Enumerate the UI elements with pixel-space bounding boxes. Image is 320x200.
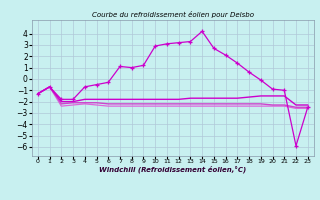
X-axis label: Windchill (Refroidissement éolien,°C): Windchill (Refroidissement éolien,°C) — [99, 166, 246, 173]
Title: Courbe du refroidissement éolien pour Delsbo: Courbe du refroidissement éolien pour De… — [92, 11, 254, 18]
